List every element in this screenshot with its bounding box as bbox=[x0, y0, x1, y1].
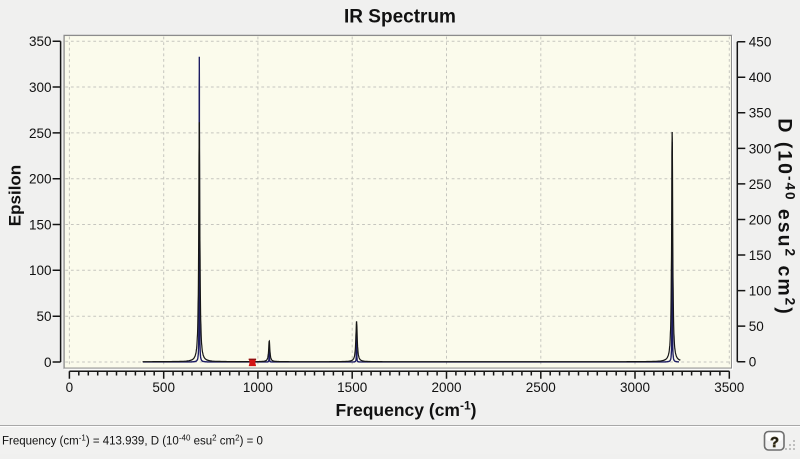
svg-text:D (10-40 esu2 cm2): D (10-40 esu2 cm2) bbox=[774, 118, 798, 315]
svg-text:0: 0 bbox=[749, 355, 757, 370]
svg-text:450: 450 bbox=[749, 35, 772, 50]
svg-text:Epsilon: Epsilon bbox=[6, 165, 25, 226]
svg-text:2000: 2000 bbox=[431, 380, 461, 395]
svg-text:350: 350 bbox=[29, 34, 52, 49]
svg-text:Frequency (cm-1) = 413.939, D: Frequency (cm-1) = 413.939, D (10-40 esu… bbox=[2, 433, 263, 447]
svg-text:3000: 3000 bbox=[620, 380, 650, 395]
svg-text:0: 0 bbox=[44, 355, 52, 370]
svg-text:200: 200 bbox=[749, 212, 772, 227]
svg-text:400: 400 bbox=[749, 70, 772, 85]
svg-text:3500: 3500 bbox=[714, 380, 744, 395]
svg-text:500: 500 bbox=[152, 380, 175, 395]
svg-text:350: 350 bbox=[749, 106, 772, 121]
svg-text:250: 250 bbox=[749, 177, 772, 192]
svg-text:150: 150 bbox=[749, 248, 772, 263]
svg-text:200: 200 bbox=[29, 172, 52, 187]
svg-text:100: 100 bbox=[29, 263, 52, 278]
svg-text:Frequency (cm-1): Frequency (cm-1) bbox=[336, 399, 477, 420]
svg-text:?: ? bbox=[770, 435, 779, 451]
svg-text:300: 300 bbox=[29, 80, 52, 95]
svg-text:100: 100 bbox=[749, 284, 772, 299]
svg-text:IR Spectrum: IR Spectrum bbox=[344, 7, 456, 28]
svg-text:50: 50 bbox=[36, 309, 51, 324]
svg-text:0: 0 bbox=[66, 380, 74, 395]
svg-text:50: 50 bbox=[749, 319, 764, 334]
svg-text:300: 300 bbox=[749, 141, 772, 156]
svg-text:1500: 1500 bbox=[337, 380, 367, 395]
svg-text:250: 250 bbox=[29, 126, 52, 141]
svg-text:2500: 2500 bbox=[526, 380, 556, 395]
svg-text:1000: 1000 bbox=[243, 380, 273, 395]
svg-text:150: 150 bbox=[29, 217, 52, 232]
